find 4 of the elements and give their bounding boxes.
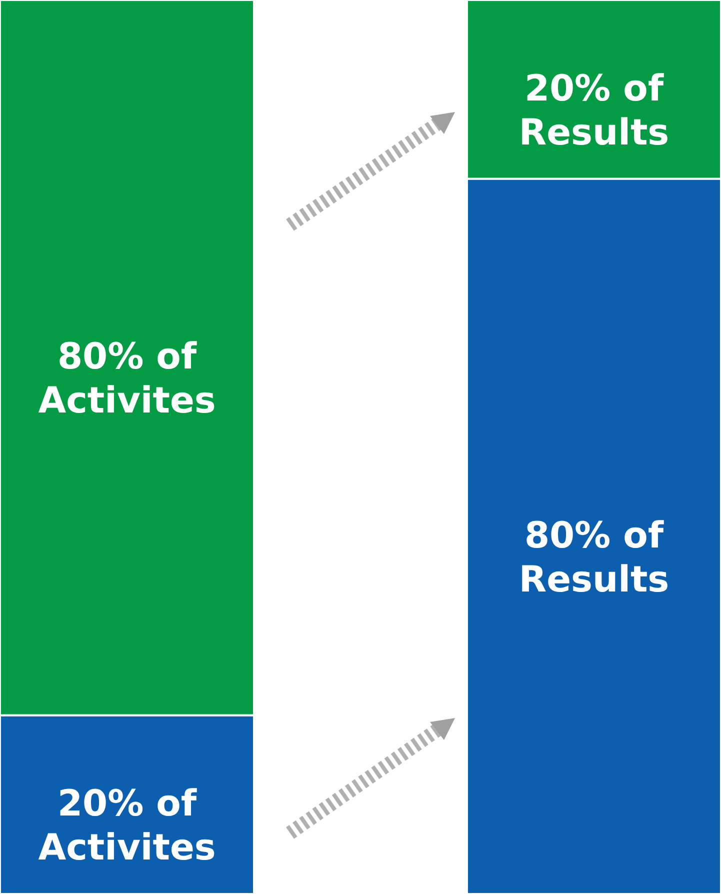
data-label: 80% of Activites [38, 336, 216, 422]
data-label: 80% of Results [518, 515, 670, 600]
data-label: 20% of Activites [38, 784, 216, 869]
data-label: 20% of Results [518, 68, 670, 154]
